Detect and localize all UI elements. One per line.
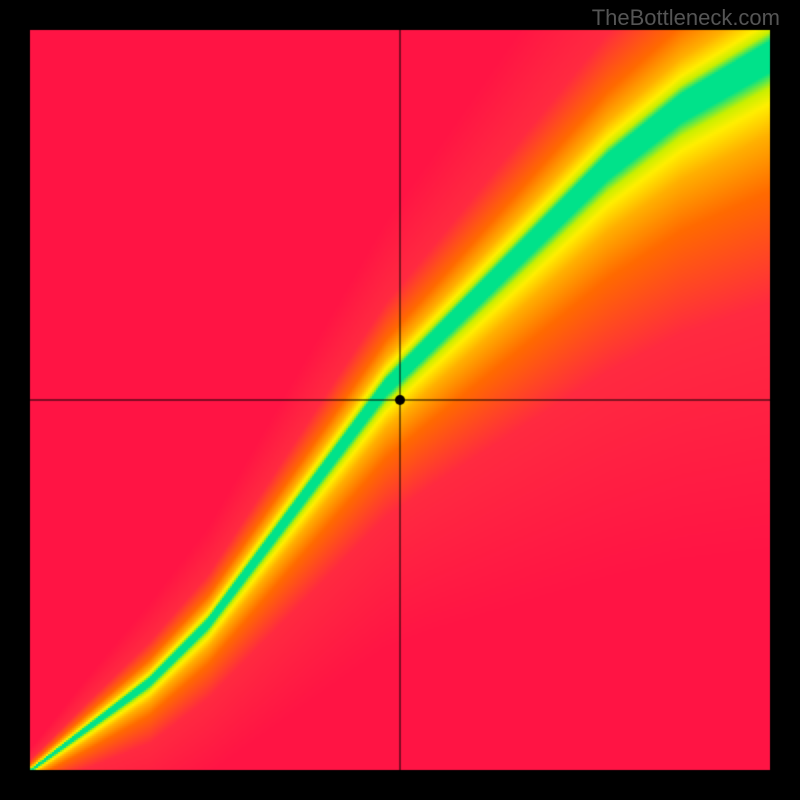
chart-container: TheBottleneck.com (0, 0, 800, 800)
watermark-text: TheBottleneck.com (592, 5, 780, 31)
heatmap-canvas (0, 0, 800, 800)
